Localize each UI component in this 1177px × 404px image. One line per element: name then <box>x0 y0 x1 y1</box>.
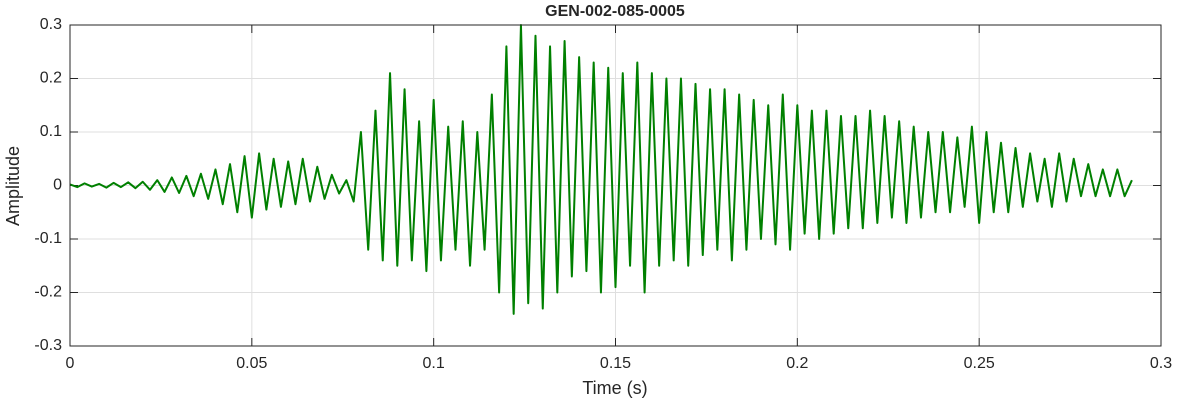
waveform <box>69 24 1133 315</box>
y-tick-label: 0 <box>53 177 62 194</box>
y-tick-label: -0.2 <box>34 284 62 301</box>
y-tick-label: 0.3 <box>40 16 62 33</box>
x-tick-label: 0 <box>66 355 75 372</box>
y-axis-label: Amplitude <box>3 146 23 226</box>
y-tick-label: -0.1 <box>34 230 62 247</box>
x-tick-label: 0.15 <box>600 355 631 372</box>
x-tick-label: 0.2 <box>786 355 808 372</box>
y-tick-label: 0.2 <box>40 70 62 87</box>
x-tick-label: 0.3 <box>1150 355 1172 372</box>
x-tick-label: 0.05 <box>236 355 267 372</box>
plot-frame <box>69 24 1162 347</box>
x-axis-label: Time (s) <box>582 378 647 398</box>
x-tick-label: 0.1 <box>423 355 445 372</box>
x-tick-label: 0.25 <box>964 355 995 372</box>
y-tick-label: 0.1 <box>40 123 62 140</box>
y-tick-label: -0.3 <box>34 337 62 354</box>
chart-title: GEN-002-085-0005 <box>545 3 685 20</box>
